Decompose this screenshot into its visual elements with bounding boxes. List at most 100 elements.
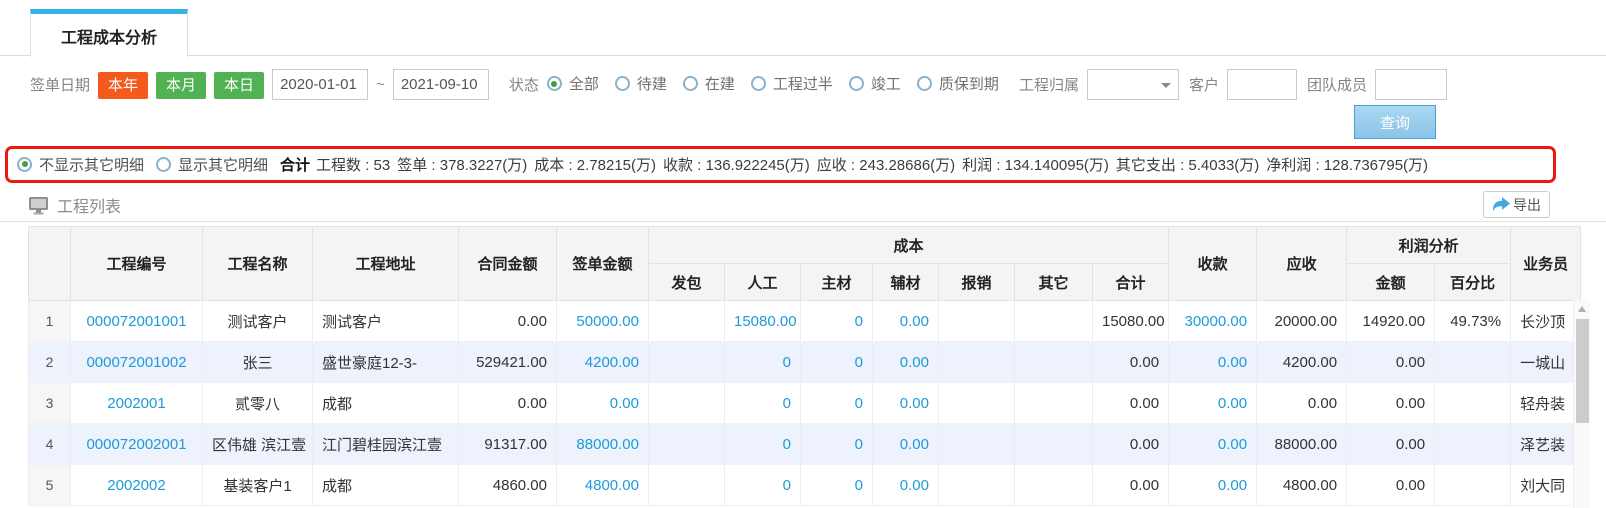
search-button[interactable]: 查询	[1354, 105, 1436, 139]
cell-project-code[interactable]: 000072001001	[70, 300, 203, 342]
scrollbar-thumb[interactable]	[1576, 319, 1589, 423]
cell-signed-amount[interactable]: 0.00	[556, 382, 649, 424]
cell-project-address: 江门碧桂园滨江壹	[312, 423, 459, 465]
cell-project-name: 测试客户	[202, 300, 313, 342]
cell-cost-total: 0.00	[1091, 341, 1170, 383]
col-cost-other: 其它	[1014, 263, 1093, 301]
detail-radio-1[interactable]: 显示其它明细	[156, 154, 268, 175]
cell-cost-main-material[interactable]: 0	[800, 382, 873, 424]
cell-cost-aux-material[interactable]: 0.00	[872, 341, 939, 383]
radio-label: 竣工	[870, 76, 901, 93]
col-project-name: 工程名称	[202, 226, 313, 301]
date-to-input[interactable]	[392, 68, 489, 100]
vertical-scrollbar[interactable]	[1573, 300, 1590, 508]
cell-project-code[interactable]: 2002001	[70, 382, 203, 424]
date-from-input[interactable]	[272, 68, 369, 100]
cell-signed-amount[interactable]: 50000.00	[556, 300, 649, 342]
cell-project-code[interactable]: 000072002001	[70, 423, 203, 465]
cell-cost-other	[1014, 382, 1093, 424]
cell-cost-aux-material[interactable]: 0.00	[872, 423, 939, 465]
summary-total-3: 收款 : 136.922245(万)	[663, 157, 810, 174]
cell-cost-main-material[interactable]: 0	[800, 341, 873, 383]
cell-cost-labor[interactable]: 0	[724, 382, 801, 424]
cell-cost-aux-material[interactable]: 0.00	[872, 464, 939, 506]
customer-input[interactable]	[1226, 68, 1297, 100]
cell-signed-amount[interactable]: 4200.00	[556, 341, 649, 383]
cell-received[interactable]: 0.00	[1168, 382, 1258, 424]
table-row: 1 000072001001 测试客户 测试客户 0.00 50000.00 15080.0…	[28, 300, 1582, 342]
cell-received[interactable]: 0.00	[1168, 464, 1258, 506]
summary-total-6: 其它支出 : 5.4033(万)	[1115, 157, 1260, 174]
table-row: 2 000072001002 张三 盛世豪庭12-3- 529421.00 4200.00…	[28, 341, 1582, 383]
cell-cost-outsource	[648, 300, 725, 342]
status-radio-4[interactable]: 竣工	[848, 73, 901, 94]
col-profit-percent: 百分比	[1434, 263, 1512, 301]
cell-cost-labor[interactable]: 15080.00	[724, 300, 801, 342]
summary-total-label: 合计	[280, 157, 311, 174]
cell-received[interactable]: 0.00	[1168, 423, 1258, 465]
cell-cost-aux-material[interactable]: 0.00	[872, 382, 939, 424]
ownership-select[interactable]	[1086, 68, 1179, 100]
cell-received[interactable]: 30000.00	[1168, 300, 1258, 342]
radio-icon	[848, 76, 864, 91]
status-radio-5[interactable]: 质保到期	[916, 73, 999, 94]
cell-cost-labor[interactable]: 0	[724, 341, 801, 383]
cell-cost-main-material[interactable]: 0	[800, 423, 873, 465]
cell-received[interactable]: 0.00	[1168, 341, 1258, 383]
export-arrow-icon	[1492, 197, 1510, 212]
detail-radio-0[interactable]: 不显示其它明细	[17, 154, 144, 175]
cell-salesperson: 一城山	[1510, 341, 1582, 383]
cell-cost-outsource	[648, 341, 725, 383]
cell-project-name: 区伟雄 滨江壹	[202, 423, 313, 465]
radio-icon	[156, 156, 172, 172]
cell-cost-total: 0.00	[1091, 382, 1170, 424]
status-radio-2[interactable]: 在建	[682, 73, 735, 94]
cell-contract-amount: 0.00	[458, 382, 557, 424]
section-title: 工程列表	[57, 199, 122, 216]
export-button[interactable]: 导出	[1483, 191, 1550, 218]
monitor-icon	[28, 196, 49, 215]
export-label: 导出	[1513, 196, 1541, 213]
cell-project-code[interactable]: 2002002	[70, 464, 203, 506]
team-member-input[interactable]	[1374, 68, 1447, 100]
cell-receivable: 4800.00	[1256, 464, 1348, 506]
status-radio-1[interactable]: 待建	[614, 73, 667, 94]
cell-receivable: 20000.00	[1256, 300, 1348, 342]
cell-cost-main-material[interactable]: 0	[800, 300, 873, 342]
cell-cost-aux-material[interactable]: 0.00	[872, 300, 939, 342]
cell-project-name: 基装客户1	[202, 464, 313, 506]
scroll-up-arrow-icon[interactable]	[1574, 300, 1590, 317]
summary-total-5: 利润 : 134.140095(万)	[962, 157, 1109, 174]
cell-cost-labor[interactable]: 0	[724, 464, 801, 506]
cell-project-name: 张三	[202, 341, 313, 383]
quick-date-button-0[interactable]: 本年	[98, 71, 149, 99]
status-radio-0[interactable]: 全部	[546, 73, 599, 94]
cell-contract-amount: 4860.00	[458, 464, 557, 506]
col-salesperson: 业务员	[1510, 226, 1582, 301]
cell-cost-main-material[interactable]: 0	[800, 464, 873, 506]
col-contract-amount: 合同金额	[458, 226, 557, 301]
table-row: 4 000072002001 区伟雄 滨江壹 江门碧桂园滨江壹 91317.00 8800…	[28, 423, 1582, 465]
quick-date-button-2[interactable]: 本日	[214, 71, 265, 99]
cell-project-code[interactable]: 000072001002	[70, 341, 203, 383]
cell-project-name: 贰零八	[202, 382, 313, 424]
tab-project-cost-analysis[interactable]: 工程成本分析	[30, 9, 189, 57]
cell-cost-labor[interactable]: 0	[724, 423, 801, 465]
cell-cost-outsource	[648, 464, 725, 506]
radio-label: 工程过半	[772, 76, 833, 93]
cell-signed-amount[interactable]: 88000.00	[556, 423, 649, 465]
radio-icon	[614, 76, 630, 91]
cell-profit-percent	[1434, 382, 1512, 424]
status-radio-3[interactable]: 工程过半	[750, 73, 833, 94]
col-project-address: 工程地址	[312, 226, 459, 301]
cell-cost-total: 15080.00	[1091, 300, 1170, 342]
cell-profit-percent	[1434, 423, 1512, 465]
table-header: 工程编号 工程名称 工程地址 合同金额 签单金额 成本 收款 应收 利润分析 业…	[28, 226, 1582, 301]
project-table-wrap: 工程编号 工程名称 工程地址 合同金额 签单金额 成本 收款 应收 利润分析 业…	[28, 226, 1582, 506]
cell-cost-reimburse	[938, 423, 1015, 465]
quick-date-button-1[interactable]: 本月	[156, 71, 207, 99]
cell-signed-amount[interactable]: 4800.00	[556, 464, 649, 506]
col-cost-total: 合计	[1091, 263, 1170, 301]
cell-profit-amount: 0.00	[1346, 464, 1436, 506]
cell-project-address: 成都	[312, 382, 459, 424]
